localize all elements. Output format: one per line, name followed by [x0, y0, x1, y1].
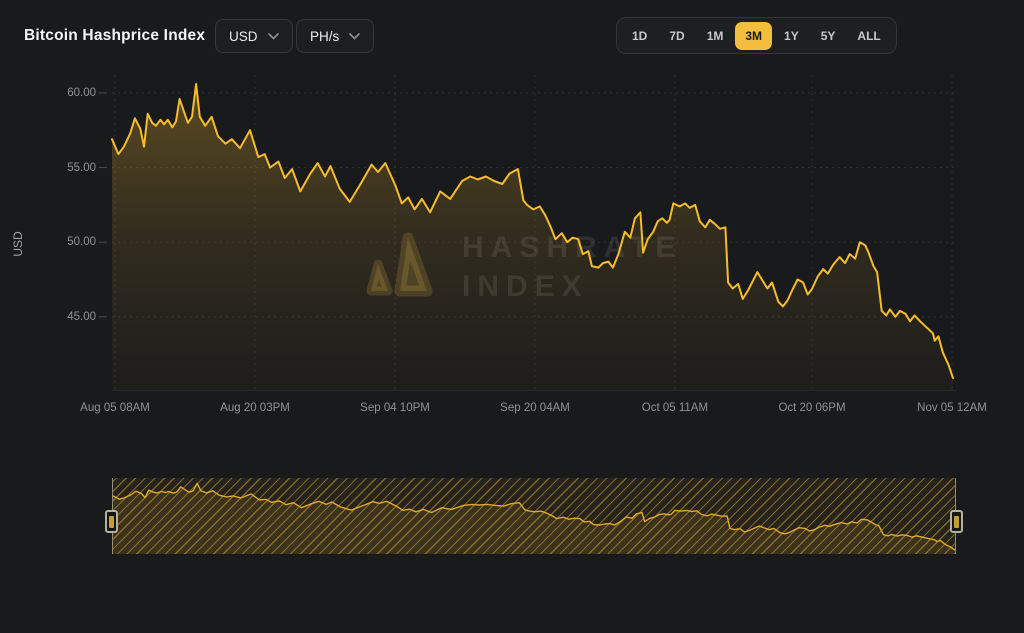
- x-axis-tick-label: Aug 05 08AM: [80, 402, 150, 414]
- brush-handle-right[interactable]: [950, 510, 963, 533]
- chevron-down-icon: [267, 32, 279, 40]
- x-axis-tick-label: Sep 04 10PM: [360, 402, 430, 414]
- watermark: HASHRATE INDEX: [366, 231, 682, 303]
- hashprice-chart[interactable]: HASHRATE INDEX: [0, 0, 1024, 470]
- x-axis-tick-label: Nov 05 12AM: [917, 402, 987, 414]
- range-button-7d[interactable]: 7D: [659, 22, 694, 50]
- watermark-text-line2: INDEX: [462, 270, 589, 303]
- range-button-5y[interactable]: 5Y: [811, 22, 846, 50]
- currency-dropdown-value: USD: [229, 28, 258, 44]
- x-axis-tick-label: Sep 20 04AM: [500, 402, 570, 414]
- y-axis-tick-label: 45.00: [67, 310, 96, 323]
- minimap-price-line: [112, 482, 956, 551]
- minimap-area-fill: [113, 483, 955, 554]
- range-button-1d[interactable]: 1D: [622, 22, 657, 50]
- watermark-text-line1: HASHRATE: [462, 231, 682, 264]
- y-axis-tick-label: 60.00: [67, 86, 96, 99]
- unit-dropdown-value: PH/s: [310, 28, 340, 44]
- x-axis-tick-label: Oct 20 06PM: [778, 402, 846, 414]
- y-axis-tick-label: 50.00: [67, 236, 96, 249]
- time-range-selector: 1D 7D 1M 3M 1Y 5Y ALL: [616, 17, 897, 54]
- minimap-chart: [112, 482, 956, 554]
- hashrate-index-logo-icon: [366, 232, 433, 297]
- page-title: Bitcoin Hashprice Index: [24, 27, 206, 44]
- range-button-1m[interactable]: 1M: [697, 22, 734, 50]
- range-brush[interactable]: [105, 478, 963, 554]
- x-axis-tick-label: Aug 20 03PM: [220, 402, 290, 414]
- area-fill: [112, 84, 953, 390]
- unit-dropdown[interactable]: PH/s: [296, 19, 375, 53]
- range-button-all[interactable]: ALL: [847, 22, 890, 50]
- brush-selection[interactable]: [112, 478, 956, 554]
- range-button-3m[interactable]: 3M: [735, 21, 773, 50]
- brush-handle-left[interactable]: [105, 510, 118, 533]
- price-line: [111, 83, 954, 380]
- chevron-down-icon: [349, 32, 361, 40]
- range-button-1y[interactable]: 1Y: [774, 22, 809, 50]
- x-axis-tick-label: Oct 05 11AM: [641, 402, 709, 414]
- y-axis-tick-label: 55.00: [67, 161, 96, 174]
- currency-dropdown[interactable]: USD: [215, 19, 293, 53]
